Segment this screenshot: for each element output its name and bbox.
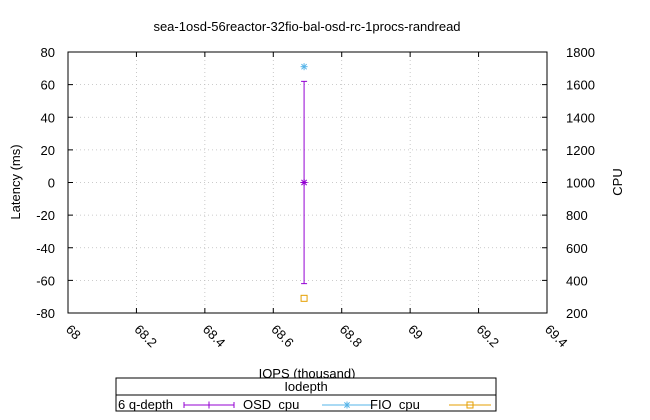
y-tick-label: -60 — [36, 273, 55, 288]
y2-tick-label: 400 — [566, 273, 588, 288]
x-tick-label: 69.4 — [542, 322, 571, 351]
y2-tick-label: 1800 — [566, 45, 595, 60]
y2-tick-label: 1200 — [566, 143, 595, 158]
legend-label: 6 q-depth — [118, 397, 173, 412]
chart-title: sea-1osd-56reactor-32fio-bal-osd-rc-1pro… — [153, 19, 460, 34]
y-tick-label: -20 — [36, 208, 55, 223]
y-tick-label: 0 — [48, 176, 55, 191]
data-point — [300, 63, 308, 71]
x-tick-label: 69 — [405, 322, 426, 343]
y2-tick-label: 800 — [566, 208, 588, 223]
data-marks — [300, 63, 308, 302]
x-axis-label: IOPS (thousand) — [259, 366, 356, 381]
data-point — [300, 179, 308, 186]
y2-axis-label: CPU — [610, 168, 625, 195]
x-tick-label: 68.4 — [200, 322, 229, 351]
x-tick-label: 68.8 — [337, 322, 366, 351]
y2-tick-label: 200 — [566, 306, 588, 321]
y2-tick-label: 1600 — [566, 78, 595, 93]
y-tick-label: -80 — [36, 306, 55, 321]
legend-label: OSD_cpu — [243, 397, 299, 412]
legend-title: Iodepth — [284, 379, 327, 394]
y-tick-label: -40 — [36, 241, 55, 256]
x-tick-label: 68.6 — [268, 322, 297, 351]
legend-entries: 6 q-depth OSD_cpu FIO_cpu — [118, 397, 491, 412]
legend-label: FIO_cpu — [370, 397, 420, 412]
y2-tick-label: 1000 — [566, 176, 595, 191]
y-tick-label: 60 — [41, 78, 55, 93]
y2-tick-label: 600 — [566, 241, 588, 256]
y-axis-label: Latency (ms) — [8, 144, 23, 219]
axis-ticks: 68 68.2 68.4 68.6 68.8 69 69.2 69.4 -80 -60 -40 -20… — [36, 45, 595, 350]
legend: Iodepth 6 q-depth OSD_cpu FIO_cpu — [115, 377, 497, 412]
data-point — [300, 294, 308, 302]
legend-marker — [343, 401, 351, 409]
x-tick-label: 68.2 — [131, 322, 160, 351]
y2-tick-label: 1400 — [566, 110, 595, 125]
x-tick-label: 69.2 — [474, 322, 503, 351]
legend-marker — [466, 401, 474, 409]
y-tick-label: 80 — [41, 45, 55, 60]
legend-marker — [205, 401, 213, 409]
y-tick-label: 40 — [41, 110, 55, 125]
y-tick-label: 20 — [41, 143, 55, 158]
x-tick-label: 68 — [63, 322, 84, 343]
